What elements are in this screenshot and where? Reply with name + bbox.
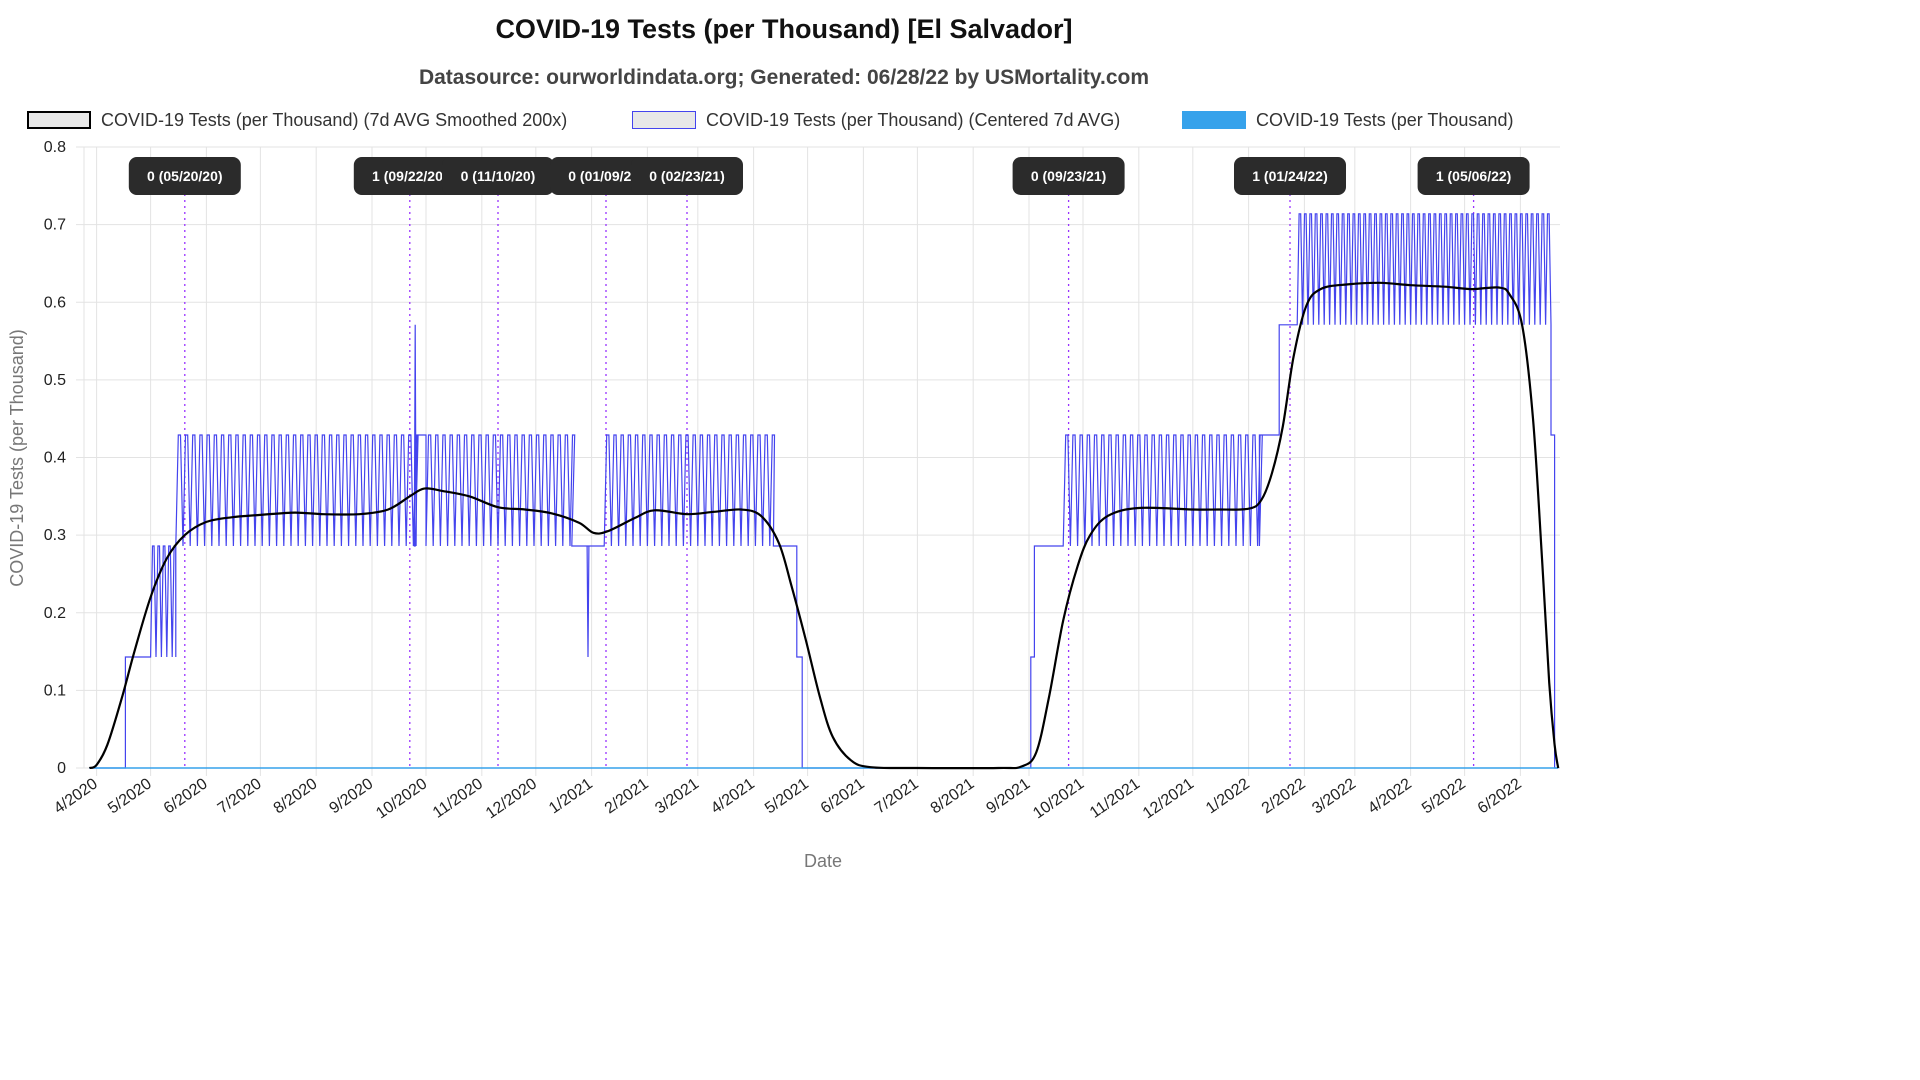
legend-label-centered: COVID-19 Tests (per Thousand) (Centered … <box>706 109 1121 130</box>
x-tick-label: 3/2021 <box>652 775 702 817</box>
x-tick-label: 4/2022 <box>1365 775 1415 817</box>
annotation-label: 0 (09/23/21) <box>1012 157 1125 195</box>
x-tick-label: 8/2020 <box>271 775 321 817</box>
y-tick-label: 0.2 <box>44 605 66 622</box>
x-tick-label: 7/2020 <box>215 775 265 817</box>
annotation-box <box>353 157 466 195</box>
annotation-box <box>442 157 554 195</box>
series-layer <box>88 213 1560 770</box>
chart-subtitle: Datasource: ourworldindata.org; Generate… <box>418 66 1150 89</box>
y-tick-label: 0.8 <box>44 139 66 156</box>
annotation-label: 1 (05/06/22) <box>1417 157 1530 195</box>
annotation-label: 0 (05/20/20) <box>128 157 241 195</box>
annotation-box <box>631 157 743 195</box>
chart-title: COVID-19 Tests (per Thousand) [El Salvad… <box>495 14 1073 44</box>
x-tick-label: 8/2021 <box>928 775 978 817</box>
legend-label-raw: COVID-19 Tests (per Thousand) <box>1256 109 1514 130</box>
legend-label-smoothed: COVID-19 Tests (per Thousand) (7d AVG Sm… <box>101 109 568 130</box>
annotation-lines <box>184 176 1475 768</box>
y-tick-label: 0.1 <box>44 682 66 699</box>
annotation-box <box>1012 157 1125 195</box>
x-tick-label: 7/2021 <box>872 775 922 817</box>
y-tick-label: 0.7 <box>44 217 66 234</box>
annotation-box <box>128 157 241 195</box>
legend-swatch-smoothed <box>27 111 91 129</box>
y-tick-label: 0.3 <box>44 527 66 544</box>
annotation-label: 1 (01/24/22) <box>1234 157 1346 195</box>
x-tick-label: 6/2022 <box>1475 775 1525 817</box>
x-tick-label: 9/2021 <box>983 775 1033 817</box>
smoothed-avg-line <box>88 281 1560 770</box>
y-tick-label: 0.6 <box>44 294 66 311</box>
legend-item-smoothed[interactable]: COVID-19 Tests (per Thousand) (7d AVG Sm… <box>27 106 567 134</box>
x-tick-label: 10/2020 <box>373 775 430 822</box>
annotation-text: 1 (01/24/22) <box>1252 168 1328 184</box>
legend-swatch-raw <box>1182 111 1246 129</box>
annotation-box <box>1234 157 1346 195</box>
x-tick-label: 9/2020 <box>326 775 376 817</box>
y-tick-label: 0.4 <box>44 450 66 467</box>
y-tick-label: 0.5 <box>44 372 66 389</box>
x-tick-label: 1/2022 <box>1203 775 1253 817</box>
legend-item-centered[interactable]: COVID-19 Tests (per Thousand) (Centered … <box>632 106 1120 134</box>
legend-item-raw[interactable]: COVID-19 Tests (per Thousand) <box>1182 106 1513 134</box>
x-tick-label: 12/2020 <box>483 775 540 822</box>
y-axis-title: COVID-19 Tests (per Thousand) <box>7 329 27 586</box>
x-tick-label: 11/2021 <box>1087 775 1143 821</box>
x-tick-label: 5/2020 <box>105 775 155 817</box>
annotation-label: 0 (02/23/21) <box>631 157 743 195</box>
annotation-box <box>1417 157 1530 195</box>
annotation-text: 0 (09/23/21) <box>1031 168 1107 184</box>
x-tick-label: 2/2022 <box>1259 775 1309 817</box>
annotation-labels: 0 (05/20/20) 1 (09/22/20) 0 (11/10/20) 0 (0… <box>128 157 1530 195</box>
annotation-text: 1 (09/22/20) <box>372 168 448 184</box>
x-tick-label: 3/2022 <box>1309 775 1359 817</box>
chart-legend: COVID-19 Tests (per Thousand) (7d AVG Sm… <box>0 106 1568 134</box>
annotation-text: 0 (01/09/21) <box>568 168 644 184</box>
y-tick-label: 0 <box>57 760 66 777</box>
x-tick-label: 10/2021 <box>1030 775 1087 822</box>
x-tick-label: 1/2021 <box>546 775 596 817</box>
grid-lines <box>76 146 1560 776</box>
x-tick-label: 6/2021 <box>818 775 868 817</box>
legend-swatch-centered <box>632 111 696 129</box>
annotation-label: 0 (11/10/20) <box>442 157 554 195</box>
x-tick-label: 4/2020 <box>51 775 101 817</box>
annotation-label: 1 (09/22/20) <box>353 157 466 195</box>
x-tick-label: 2/2021 <box>602 775 652 817</box>
x-tick-label: 12/2021 <box>1140 775 1197 822</box>
x-axis-ticks: 4/2020 5/2020 6/2020 7/2020 8/2020 9/202010/2… <box>51 775 1525 822</box>
x-tick-label: 5/2021 <box>762 775 812 817</box>
x-tick-label: 5/2022 <box>1419 775 1469 817</box>
x-tick-label: 4/2021 <box>708 775 758 817</box>
x-tick-label: 6/2020 <box>161 775 211 817</box>
centered-avg-line <box>89 213 1559 769</box>
annotation-text: 0 (05/20/20) <box>147 168 223 184</box>
annotation-text: 0 (11/10/20) <box>461 168 536 184</box>
chart-canvas: 00.10.20.30.40.50.60.70.8 4/2020 5/2020 6/… <box>7 139 1560 871</box>
y-axis-ticks: 0 0.1 0.2 0.3 0.4 0.5 0.6 0.7 0.8 <box>44 139 66 777</box>
annotation-text: 0 (02/23/21) <box>649 168 725 184</box>
x-tick-label: 11/2020 <box>430 775 486 821</box>
x-axis-title: Date <box>804 851 842 871</box>
annotation-text: 1 (05/06/22) <box>1436 168 1512 184</box>
